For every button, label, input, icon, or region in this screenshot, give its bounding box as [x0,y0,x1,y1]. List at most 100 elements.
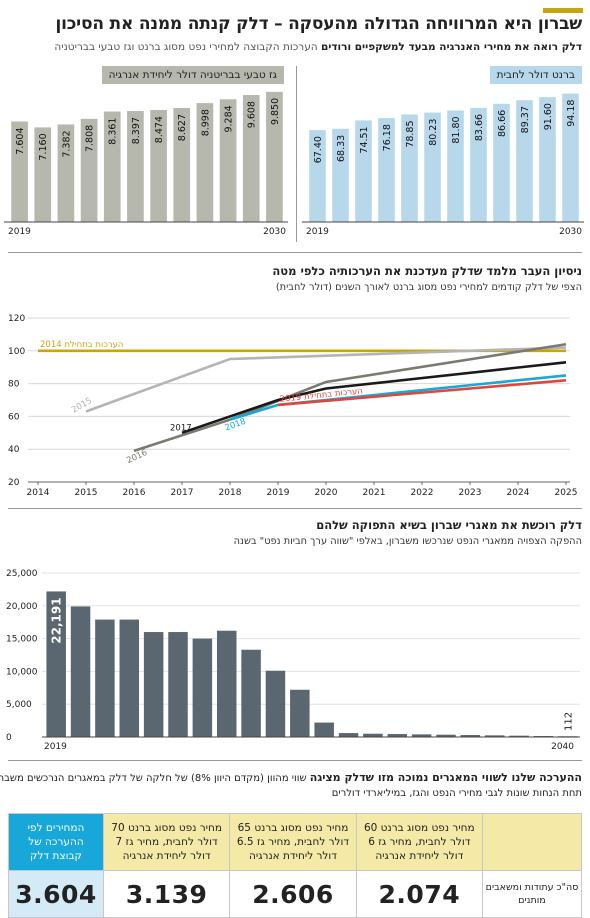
x-tick-2016: 2016 [123,488,146,498]
row-label: סה"כ עתודות ומשאבים מותנים [482,870,582,918]
production-bar-2024 [168,632,188,737]
section-rule-1 [8,252,582,253]
x-tick-2020: 2020 [315,488,338,498]
series-line-5 [277,379,567,407]
bar-2026 [173,108,191,222]
bar-label-2019: 67.40 [313,136,324,163]
accent-bar [543,8,583,13]
bar-2019 [11,121,28,222]
y-tick-10000: 10,000 [6,667,38,677]
production-bar-2019 [46,591,66,737]
production-bar-2021 [95,619,115,737]
y-tick-60: 60 [8,412,20,422]
y-tick-20: 20 [8,478,20,488]
panel-divider [296,66,297,242]
bar-label-2026: 83.66 [474,114,485,141]
bar-label-2023: 8.361 [108,118,119,145]
header-brent-70: מחיר נפט מסוג ברנט 70 דולר לחבית, מחיר ג… [102,813,231,871]
production-bar-chart: 0 5,000 10,000 15,000 20,000 25,000 22,191 112 2… [6,569,580,752]
bar-2028 [219,99,237,222]
line-chart-title: ניסיון העבר מלמד שדלק מעדכנת את הערכותיה… [272,264,582,278]
production-bar-2023 [143,632,164,737]
bar-2029 [242,95,260,222]
x-tick-last: 2030 [559,227,582,237]
bar-2030 [562,93,579,222]
bar-2026 [470,107,487,222]
series-label: הערכות בתחילת 2014 [40,340,124,350]
production-bar-2038 [509,735,529,737]
y-tick-80: 80 [8,380,20,390]
section-rule-3 [8,760,582,761]
x-tick-first: 2019 [306,227,329,237]
bar-label-2027: 86.66 [497,110,508,137]
value-delek-estimate: 3.604 [8,870,104,918]
production-bar-2022 [119,619,140,737]
header-brent-65: מחיר נפט מסוג ברנט 65 דולר לחבית, מחיר ג… [229,813,357,871]
y-tick-0: 0 [6,733,12,743]
series-label: 2016 [125,448,149,466]
line-chart-subtitle: הצפי של דלק קודמים למחירי נפט מסוג ברנט … [275,282,582,293]
production-bar-2032 [363,733,383,737]
value-brent-65: 2.606 [229,870,357,918]
bar-label-2030: 9.850 [270,98,281,125]
bar-2030 [266,91,283,222]
bar-2024 [127,111,144,222]
x-tick-2022: 2022 [411,488,434,498]
bar-2022 [378,118,395,222]
last-bar-label: 112 [563,712,574,731]
series-label: 2015 [70,396,94,415]
first-bar-label: 22,191 [50,597,64,643]
production-bar-2036 [460,735,481,737]
production-chart-title: דלק רוכשת את מאגרי שברון בשיא התפוקה שלה… [316,518,582,532]
production-bar-2025 [192,638,213,737]
bar-2024 [424,112,441,222]
production-bar-2030 [314,722,334,737]
top-bar-charts: 67.40 68.33 74.51 76.18 78.85 80.23 81.80 83.66… [4,91,584,237]
header-delek-estimate: המחירים לפי ההערכה של קבוצת דלק [8,813,104,871]
production-bar-2027 [241,649,261,737]
bar-2028 [516,100,533,222]
table-title: ההערכה שלנו לשווי המאגרים נמוכה מזו שדלק… [0,771,582,784]
x-tick-2019: 2019 [267,488,290,498]
y-tick-120: 120 [8,314,25,324]
y-tick-5000: 5,000 [6,700,32,710]
bar-label-2021: 7.382 [61,130,72,157]
section-rule-2 [8,508,582,509]
header-brent-60: מחיר נפט מסוג ברנט 60 דולר לחבית, מחיר ג… [355,813,484,871]
subtitle-light: הערכות הקבוצה למחירי נפט מסוג ברנט וגז ט… [54,41,318,53]
bar-2020 [332,128,349,222]
bar-2025 [447,110,464,222]
production-bar-2034 [411,734,432,737]
brent-chart-title: ברנט דולר לחבית [489,66,582,84]
table-header-row: המחירים לפי ההערכה של קבוצת דלק מחיר נפט… [8,813,582,871]
bar-label-2025: 8.474 [154,116,165,143]
production-bar-2029 [290,689,310,737]
x-tick-last: 2040 [551,742,574,752]
bar-2019 [309,130,326,222]
bar-label-2024: 80.23 [428,119,439,146]
forecast-line-chart: 20 40 60 80 100 120 2014 2015 2016 2017 2018 2019 20… [8,314,577,498]
series-line-1 [85,346,567,413]
production-bar-2031 [338,733,359,737]
bar-label-2026: 8.627 [177,114,188,141]
bar-2023 [401,114,418,222]
bar-label-2027: 8.998 [200,109,211,136]
production-chart-subtitle: ההפקה הצפויה ממאגרי הנפט שנרכשו משברון, … [233,536,582,547]
production-bar-2020 [70,606,91,737]
gas-bars: 7.604 7.160 7.382 7.808 8.361 8.397 8.474 8.627… [4,91,288,237]
y-tick-15000: 15,000 [6,635,38,645]
table-subtitle: תחת הנחות שונות לגבי מחירי הנפט והגז, במ… [331,788,582,799]
bar-label-2019: 7.604 [15,128,26,155]
bar-label-2029: 9.608 [247,101,258,128]
brent-bars: 67.40 68.33 74.51 76.18 78.85 80.23 81.80 83.66… [302,93,584,237]
gas-chart-title: גז טבעי בבריטניה דולר ליחידת אנרגיה [101,66,284,84]
bar-2027 [196,103,214,222]
series-label: 2018 [224,417,248,434]
bar-2029 [539,97,556,222]
y-tick-25000: 25,000 [6,569,38,579]
bar-2020 [34,127,52,222]
table-value-row: 3.604 3.139 2.606 2.074 סה"כ עתודות ומשא… [8,870,582,918]
bar-label-2022: 7.808 [85,125,96,152]
x-tick-2017: 2017 [171,488,194,498]
x-tick-first: 2019 [8,227,31,237]
